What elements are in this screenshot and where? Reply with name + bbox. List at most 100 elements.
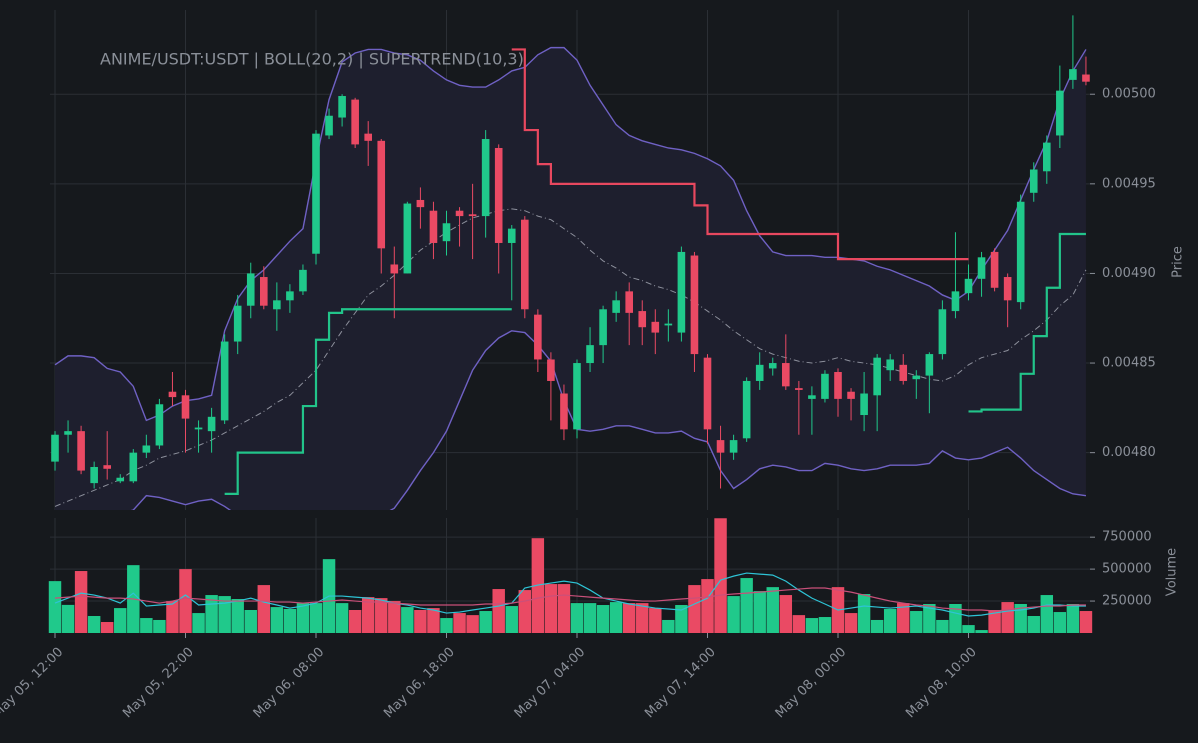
volume-bar (675, 605, 688, 633)
candle-body (964, 278, 973, 294)
candle-body (1043, 142, 1051, 172)
volume-bar (388, 601, 401, 633)
candle-body (586, 345, 594, 364)
volume-bar (910, 611, 923, 633)
candle-body (494, 147, 503, 243)
volume-panel (48, 518, 1093, 633)
candle-body (1056, 90, 1064, 136)
volume-bar (1040, 595, 1054, 633)
candle-body (377, 140, 386, 249)
volume-bar (701, 579, 714, 633)
candle-body (795, 388, 803, 390)
candle-body (403, 203, 412, 274)
candle-body (547, 359, 555, 381)
volume-bar (257, 585, 271, 633)
candle-body (808, 395, 816, 399)
candle-body (325, 115, 333, 136)
y2-tick-label: 750000 (1102, 530, 1152, 545)
volume-bar (609, 602, 623, 633)
candle-body (220, 341, 229, 421)
volume-bar (870, 619, 884, 633)
candle-body (534, 314, 542, 360)
volume-bar (936, 619, 949, 633)
candle-body (260, 277, 268, 306)
volume-bar (792, 615, 806, 633)
volume-bar (622, 603, 636, 633)
volume-bar (596, 605, 610, 633)
candle-body (299, 269, 307, 292)
candle-body (768, 363, 777, 369)
volume-bar (844, 613, 858, 633)
volume-bar (1014, 603, 1027, 633)
volume-bar (375, 598, 388, 633)
candle-body (1069, 69, 1077, 80)
volume-bar (466, 615, 479, 633)
candle-body (977, 257, 986, 279)
volume-ma-line (54, 587, 1086, 612)
volume-bar (570, 603, 584, 633)
volume-ma-line (54, 572, 1086, 617)
candle-body (677, 251, 686, 333)
volume-bar (857, 594, 871, 633)
candle-body (246, 273, 255, 306)
volume-bar (427, 608, 440, 633)
candle-body (521, 219, 529, 310)
y-axis-label: Price (1171, 246, 1186, 278)
candle-body (899, 364, 908, 381)
y2-tick-label: 500000 (1102, 562, 1152, 577)
volume-bar (766, 587, 779, 633)
candle-body (573, 363, 581, 430)
volume-bar (636, 603, 649, 633)
volume-bar (479, 611, 492, 633)
volume-bar (1001, 602, 1014, 633)
volume-bar (544, 584, 558, 633)
volume-bar (688, 585, 701, 633)
volume-bar (61, 604, 75, 633)
y-tick-label: 0.00480 (1102, 445, 1156, 460)
candle-body (938, 309, 947, 355)
candle-body (116, 477, 125, 482)
volume-bar (192, 613, 205, 633)
volume-bar (518, 590, 532, 633)
candle-body (912, 375, 921, 380)
candle-body (951, 291, 960, 312)
candle-body (703, 357, 712, 430)
candle-body (729, 440, 738, 453)
volume-bar (649, 608, 662, 633)
candle-body (1003, 277, 1012, 301)
candle-body (1016, 201, 1025, 303)
volume-bar (923, 603, 936, 633)
volume-bar (662, 619, 675, 633)
volume-bar (140, 618, 153, 633)
y-tick-label: 0.00485 (1102, 356, 1156, 371)
candle-body (834, 372, 842, 399)
candle-body (233, 305, 242, 342)
volume-bar (1027, 616, 1040, 633)
candle-body (90, 466, 98, 484)
volume-bar (218, 596, 231, 633)
volume-bar (883, 608, 897, 633)
candle-body (664, 323, 673, 326)
volume-bar (87, 616, 101, 633)
y-tick-label: 0.00495 (1102, 176, 1156, 191)
candle-body (638, 311, 647, 328)
candle-body (990, 251, 999, 288)
volume-bar (74, 571, 88, 633)
volume-bar (440, 618, 453, 633)
candle-body (51, 434, 59, 462)
volume-bar (1066, 603, 1080, 633)
candle-body (181, 395, 190, 419)
volume-bar (401, 607, 414, 633)
candle-body (273, 300, 281, 310)
volume-bar (805, 618, 819, 633)
volume-bar (296, 603, 310, 633)
candle-body (442, 223, 451, 242)
y2-tick-label: 250000 (1102, 594, 1152, 609)
candle-body (142, 445, 151, 453)
volume-bar (505, 606, 518, 633)
candle-body (168, 391, 177, 398)
volume-bar (714, 518, 727, 633)
volume-bar (740, 578, 753, 633)
y-tick-label: 0.00490 (1102, 266, 1156, 281)
